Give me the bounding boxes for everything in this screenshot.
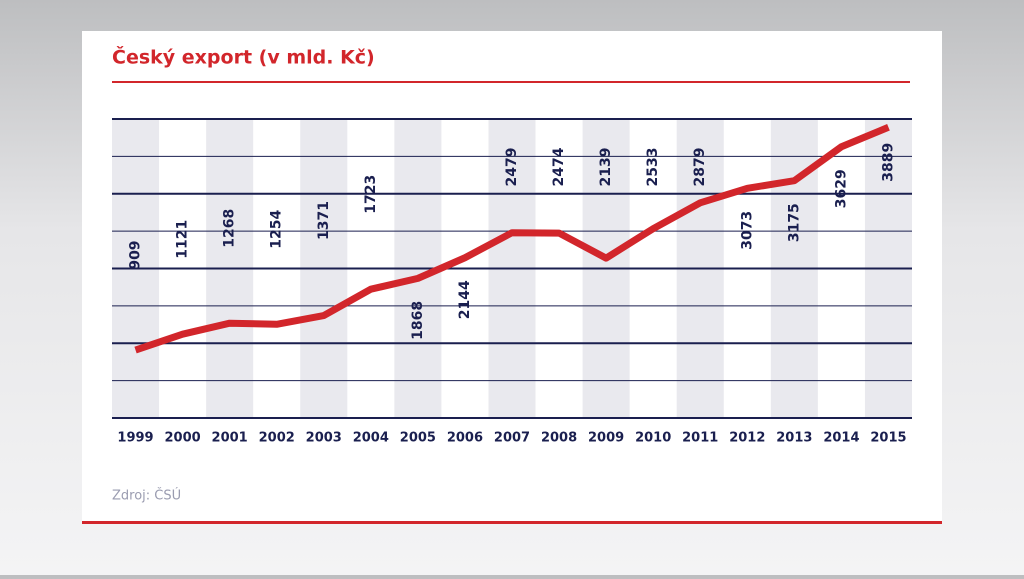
x-tick-label: 2014	[823, 431, 859, 446]
x-tick-label: 2011	[682, 431, 718, 446]
data-label: 1121	[175, 220, 191, 259]
data-label: 2479	[504, 148, 520, 187]
x-tick-label: 2009	[588, 431, 624, 446]
data-label: 2144	[457, 280, 473, 319]
x-tick-label: 2008	[541, 431, 577, 446]
data-label: 909	[128, 240, 144, 269]
data-label: 2533	[645, 148, 661, 187]
source: Zdroj: ČSÚ	[112, 488, 181, 504]
x-tick-label: 2001	[212, 431, 248, 446]
x-tick-label: 2002	[259, 431, 295, 446]
title-rule	[112, 81, 910, 83]
chart-title: Český export (v mld. Kč)	[112, 45, 375, 69]
data-label: 1268	[222, 209, 238, 248]
bottom-rule	[82, 521, 942, 524]
data-label: 2879	[692, 148, 708, 187]
data-label: 3175	[786, 203, 802, 242]
x-tick-label: 2007	[494, 431, 530, 446]
data-label: 1868	[410, 301, 426, 340]
line	[134, 124, 890, 354]
x-tick-label: 1999	[117, 431, 153, 446]
x-tick-label: 2000	[164, 431, 200, 446]
data-label: 1723	[363, 175, 379, 214]
x-tick-label: 2005	[400, 431, 436, 446]
x-tick-label: 2015	[870, 431, 906, 446]
x-tick-label: 2010	[635, 431, 671, 446]
data-label: 2139	[598, 148, 614, 187]
x-tick-label: 2012	[729, 431, 765, 446]
data-label: 3629	[833, 169, 849, 208]
data-label: 3073	[739, 211, 755, 250]
data-label: 1254	[269, 210, 285, 249]
x-tick-label: 2006	[447, 431, 483, 446]
x-tick-label: 2004	[353, 431, 389, 446]
data-label: 3889	[880, 143, 896, 182]
data-label: 2474	[551, 147, 567, 186]
x-tick-label: 2003	[306, 431, 342, 446]
x-tick-label: 2013	[776, 431, 812, 446]
data-label: 1371	[316, 201, 332, 240]
